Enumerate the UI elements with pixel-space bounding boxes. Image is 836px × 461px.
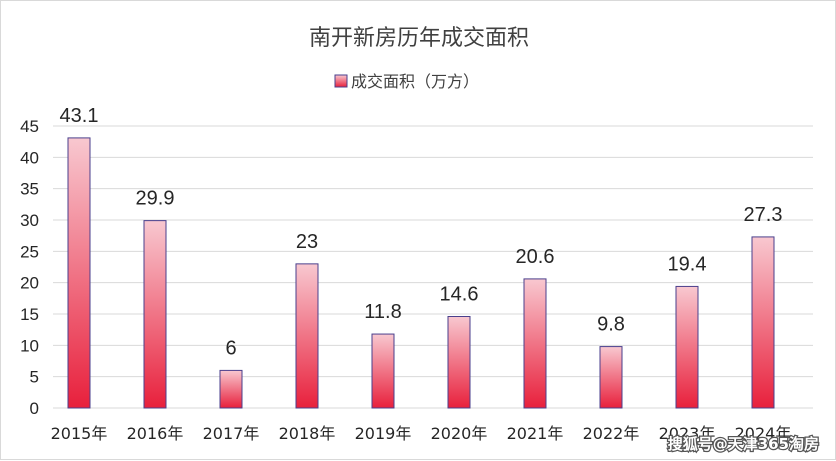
x-tick-label: 2019年 <box>355 424 412 443</box>
y-tick-label: 35 <box>20 180 39 199</box>
bar <box>219 369 243 409</box>
bars <box>67 137 775 409</box>
gridlines <box>53 125 813 409</box>
y-tick-label: 0 <box>30 399 39 418</box>
bar <box>371 333 395 409</box>
bar <box>67 137 91 409</box>
bar <box>143 220 167 409</box>
x-tick-label: 2017年 <box>203 424 260 443</box>
bar <box>523 278 547 409</box>
bar <box>675 285 699 409</box>
y-tick-label: 25 <box>20 242 39 261</box>
y-axis: 0 5 10 15 20 25 30 35 40 45 <box>20 117 39 418</box>
legend-swatch <box>334 74 348 88</box>
x-tick-label: 2015年 <box>51 424 108 443</box>
chart-title: 南开新房历年成交面积 <box>309 26 529 51</box>
y-tick-label: 5 <box>30 368 39 387</box>
y-tick-label: 15 <box>20 305 39 324</box>
data-label: 27.3 <box>744 204 783 226</box>
y-tick-label: 40 <box>20 148 39 167</box>
bar <box>295 263 319 409</box>
data-label: 14.6 <box>440 284 479 306</box>
x-tick-label: 2021年 <box>507 424 564 443</box>
bar <box>751 236 775 409</box>
x-tick-label: 2018年 <box>279 424 336 443</box>
x-tick-label: 2022年 <box>583 424 640 443</box>
data-labels: 43.1 29.9 6 23 11.8 14.6 20.6 9.8 19.4 27.3 <box>60 105 783 359</box>
data-label: 6 <box>225 337 236 359</box>
data-label: 19.4 <box>668 253 707 275</box>
x-tick-label: 2016年 <box>127 424 184 443</box>
data-label: 20.6 <box>516 246 555 268</box>
x-tick-label: 2023年 <box>659 424 716 443</box>
data-label: 29.9 <box>136 188 175 210</box>
watermark-text: 搜狐号@天津365淘房 <box>668 435 819 453</box>
y-tick-label: 10 <box>20 336 39 355</box>
bar <box>447 316 471 409</box>
x-tick-label: 2024年 <box>735 424 792 443</box>
bar <box>599 346 623 409</box>
y-tick-label: 20 <box>20 274 39 293</box>
data-label: 23 <box>296 231 318 253</box>
legend: 成交面积（万方） <box>334 72 479 91</box>
y-tick-label: 45 <box>20 117 39 136</box>
x-axis: 2015年 2016年 2017年 2018年 2019年 2020年 2021年 2022年… <box>51 424 792 443</box>
data-label: 11.8 <box>364 301 401 323</box>
data-label: 43.1 <box>60 105 99 127</box>
watermark: 搜狐号@天津365淘房 <box>666 434 820 455</box>
legend-label: 成交面积（万方） <box>351 72 479 91</box>
y-tick-label: 30 <box>20 211 39 230</box>
x-tick-label: 2020年 <box>431 424 488 443</box>
data-label: 9.8 <box>597 314 625 336</box>
